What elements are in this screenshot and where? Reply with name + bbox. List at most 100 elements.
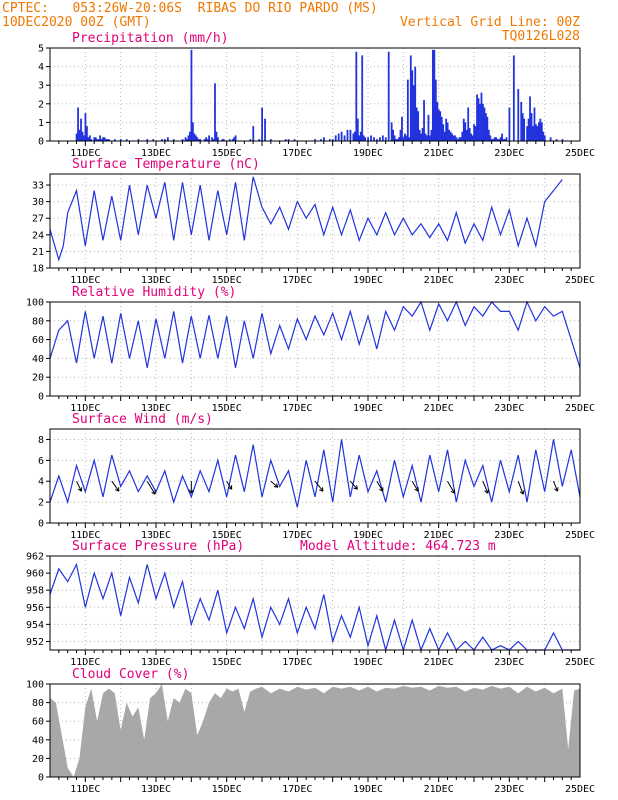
precip-bar xyxy=(90,139,93,141)
wind-arrow-head xyxy=(414,487,419,492)
precip-bar xyxy=(75,133,78,141)
precip-title: Precipitation (mm/h) xyxy=(72,31,229,46)
cloud-xtick-label: 19DEC xyxy=(353,784,383,795)
precip-bar xyxy=(337,133,340,141)
precip-bar xyxy=(430,129,433,141)
precip-bar xyxy=(193,133,196,141)
temp-xtick-label: 13DEC xyxy=(141,275,171,286)
pres-xtick-label: 19DEC xyxy=(353,657,383,668)
cloud-ytick-label: 80 xyxy=(32,698,44,709)
wind-frame xyxy=(49,428,581,524)
cloud-ytick-label: 0 xyxy=(38,773,44,784)
rh-xtick-label: 21DEC xyxy=(424,403,454,414)
wind-xtick-label: 15DEC xyxy=(212,530,242,541)
precip-bar xyxy=(214,83,216,141)
precip-bar xyxy=(451,133,453,141)
precip-bar xyxy=(86,126,88,141)
precip-bar xyxy=(452,135,455,141)
precip-bar xyxy=(343,135,346,141)
precip-bar xyxy=(367,137,369,141)
precip-bar xyxy=(88,135,91,141)
temp-ytick-label: 30 xyxy=(32,197,44,208)
precip-bar xyxy=(412,85,415,141)
rh-xtick-label: 25DEC xyxy=(565,403,595,414)
wind-arrow-head xyxy=(77,487,83,492)
precip-bar xyxy=(96,139,99,141)
pres-ytick-label: 962 xyxy=(26,552,44,563)
precip-bar xyxy=(331,139,334,141)
precip-bar xyxy=(517,88,520,141)
pres-ytick-label: 952 xyxy=(26,637,44,648)
wind-arrow-head xyxy=(319,487,324,492)
precip-bar xyxy=(387,51,390,141)
rh-ytick-label: 40 xyxy=(32,354,44,365)
precip-bar xyxy=(287,139,290,141)
precip-bar xyxy=(529,96,531,141)
pres-ytick-label: 958 xyxy=(26,586,44,597)
precip-bar xyxy=(401,116,403,141)
temp-ytick-label: 33 xyxy=(32,181,44,192)
pres-frame xyxy=(49,555,581,651)
precip-bar xyxy=(172,139,175,141)
precip-bar xyxy=(455,137,458,141)
precip-bar xyxy=(495,137,498,141)
cloud-ytick-label: 100 xyxy=(26,680,44,691)
precip-bar xyxy=(206,139,209,141)
cloud-title: Cloud Cover (%) xyxy=(72,667,189,682)
precip-bar xyxy=(482,103,484,141)
precip-bar xyxy=(505,137,508,141)
pres-title: Surface Pressure (hPa) xyxy=(72,539,244,554)
precip-xtick-label: 13DEC xyxy=(141,148,171,159)
wind-ytick-label: 6 xyxy=(38,456,44,467)
precip-bar xyxy=(252,126,255,141)
wind-arrow-head xyxy=(151,490,156,495)
wind-xtick-label: 11DEC xyxy=(70,530,100,541)
wind-arrow-head xyxy=(450,489,456,494)
wind-arrow-head xyxy=(379,487,384,492)
precip-bar xyxy=(194,135,197,141)
rh-xtick-label: 15DEC xyxy=(212,403,242,414)
precip-bar xyxy=(125,139,128,141)
precip-bar xyxy=(390,122,393,141)
precip-bar xyxy=(161,139,163,141)
precip-bar xyxy=(222,139,225,141)
precip-bar xyxy=(465,129,468,141)
cloud-xtick-label: 15DEC xyxy=(212,784,242,795)
cloud-xtick-label: 25DEC xyxy=(565,784,595,795)
precip-bar xyxy=(249,139,252,141)
precip-bar xyxy=(526,126,528,141)
wind-xtick-label: 21DEC xyxy=(424,530,454,541)
pres-xtick-label: 17DEC xyxy=(282,657,312,668)
precip-bar xyxy=(521,113,524,141)
precip-bar xyxy=(212,139,215,141)
pres-xtick-label: 11DEC xyxy=(70,657,100,668)
precip-bar xyxy=(420,133,422,141)
precip-bar xyxy=(440,116,443,141)
precip-bar xyxy=(361,55,364,141)
precip-bar xyxy=(442,124,445,141)
wind-arrow-shaft xyxy=(146,480,156,495)
wind-arrow-head xyxy=(273,483,279,488)
precip-bar xyxy=(364,137,367,141)
pres-ytick-label: 960 xyxy=(26,569,44,580)
precip-bar xyxy=(352,133,355,141)
precip-bar xyxy=(504,139,506,141)
precip-bar xyxy=(396,139,399,141)
temp-ytick-label: 24 xyxy=(32,230,44,241)
cloud-xtick-label: 21DEC xyxy=(424,784,454,795)
wind-xtick-label: 19DEC xyxy=(353,530,383,541)
wind-arrow-shaft xyxy=(482,481,489,494)
precip-bar xyxy=(459,137,462,141)
precip-bar xyxy=(146,139,149,141)
precip-bar xyxy=(264,118,266,141)
temp-xtick-label: 25DEC xyxy=(565,275,595,286)
precip-bar xyxy=(542,131,545,141)
precip-bar xyxy=(196,137,199,141)
precip-bar xyxy=(533,107,536,141)
precip-bar xyxy=(355,51,358,141)
wind-arrow-head xyxy=(353,485,358,490)
precip-bar xyxy=(520,101,523,141)
precip-bar xyxy=(190,49,193,141)
precip-bar xyxy=(356,118,359,141)
